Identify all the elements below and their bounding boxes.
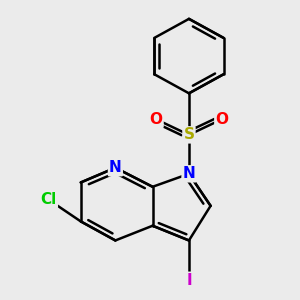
Text: N: N xyxy=(109,160,122,175)
Text: Cl: Cl xyxy=(40,192,57,207)
Text: S: S xyxy=(183,128,194,142)
Text: N: N xyxy=(183,166,195,181)
Text: I: I xyxy=(186,273,192,288)
Text: O: O xyxy=(150,112,163,127)
Text: O: O xyxy=(215,112,228,127)
